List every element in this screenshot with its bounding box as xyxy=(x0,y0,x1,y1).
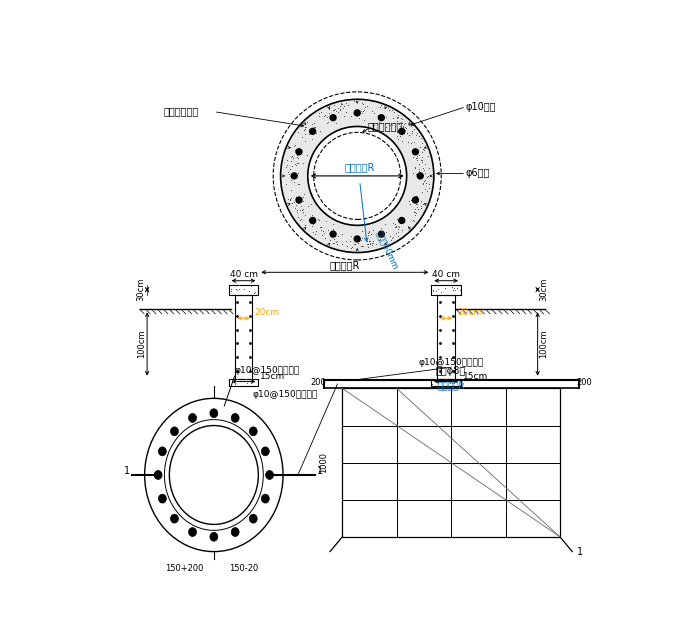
Text: 1: 1 xyxy=(317,466,323,476)
Ellipse shape xyxy=(158,494,167,503)
Circle shape xyxy=(378,231,384,237)
Circle shape xyxy=(399,218,405,223)
Ellipse shape xyxy=(261,494,269,503)
Text: 1000: 1000 xyxy=(319,452,328,473)
Text: 40 cm: 40 cm xyxy=(432,270,460,279)
Text: φ10主筋: φ10主筋 xyxy=(466,101,496,112)
Text: 桁基直径R: 桁基直径R xyxy=(437,381,465,390)
Ellipse shape xyxy=(266,471,273,480)
Text: φ10@150均匀布置: φ10@150均匀布置 xyxy=(235,366,300,375)
Circle shape xyxy=(418,173,423,179)
Text: 1: 1 xyxy=(124,466,130,476)
Text: 护壁φ8图: 护壁φ8图 xyxy=(436,366,466,376)
Circle shape xyxy=(399,128,405,134)
Circle shape xyxy=(354,110,360,116)
Ellipse shape xyxy=(171,427,178,436)
Circle shape xyxy=(330,115,336,121)
Ellipse shape xyxy=(210,409,217,418)
Ellipse shape xyxy=(158,447,167,456)
Ellipse shape xyxy=(231,528,239,537)
Circle shape xyxy=(296,197,302,203)
Ellipse shape xyxy=(308,126,406,225)
Text: 1: 1 xyxy=(576,547,583,557)
Text: 护壁厐50mm: 护壁厐50mm xyxy=(374,229,400,271)
Ellipse shape xyxy=(189,528,197,537)
Ellipse shape xyxy=(250,514,257,523)
Ellipse shape xyxy=(171,514,178,523)
Ellipse shape xyxy=(210,532,217,541)
Text: φ10@150均匀布置: φ10@150均匀布置 xyxy=(418,358,484,367)
Circle shape xyxy=(291,173,297,179)
Ellipse shape xyxy=(189,413,197,422)
Ellipse shape xyxy=(231,413,239,422)
Ellipse shape xyxy=(261,447,269,456)
Circle shape xyxy=(309,218,316,223)
Text: 30cm: 30cm xyxy=(539,278,548,301)
Text: 20cm: 20cm xyxy=(457,308,482,317)
Text: 100cm: 100cm xyxy=(539,330,548,358)
Circle shape xyxy=(413,197,418,203)
Text: 40 cm: 40 cm xyxy=(229,270,257,279)
Text: 20cm: 20cm xyxy=(254,308,279,317)
Text: 30cm: 30cm xyxy=(137,278,146,301)
Text: 200: 200 xyxy=(310,378,326,387)
Circle shape xyxy=(378,115,384,121)
Circle shape xyxy=(413,149,418,155)
Circle shape xyxy=(330,231,336,237)
Text: 桁基直径R: 桁基直径R xyxy=(344,162,375,173)
Text: φ10@150均匀布置: φ10@150均匀布置 xyxy=(253,390,318,399)
Text: 150-20: 150-20 xyxy=(229,564,258,573)
Text: 15cm: 15cm xyxy=(463,372,489,381)
Text: φ6圈筋: φ6圈筋 xyxy=(466,168,491,178)
Text: 200: 200 xyxy=(576,378,592,387)
Ellipse shape xyxy=(250,427,257,436)
Text: 100cm: 100cm xyxy=(137,330,146,358)
Circle shape xyxy=(296,149,302,155)
Circle shape xyxy=(354,236,360,242)
Text: 锁口外轮廓线: 锁口外轮廓线 xyxy=(164,107,199,117)
Text: 15cm: 15cm xyxy=(260,372,286,381)
Ellipse shape xyxy=(281,100,434,252)
Ellipse shape xyxy=(154,471,162,480)
Text: 150+200: 150+200 xyxy=(165,564,204,573)
Text: 护壁内轮廓线: 护壁内轮廓线 xyxy=(367,121,402,132)
Text: 桁基直径R: 桁基直径R xyxy=(330,260,360,270)
Circle shape xyxy=(309,128,316,134)
